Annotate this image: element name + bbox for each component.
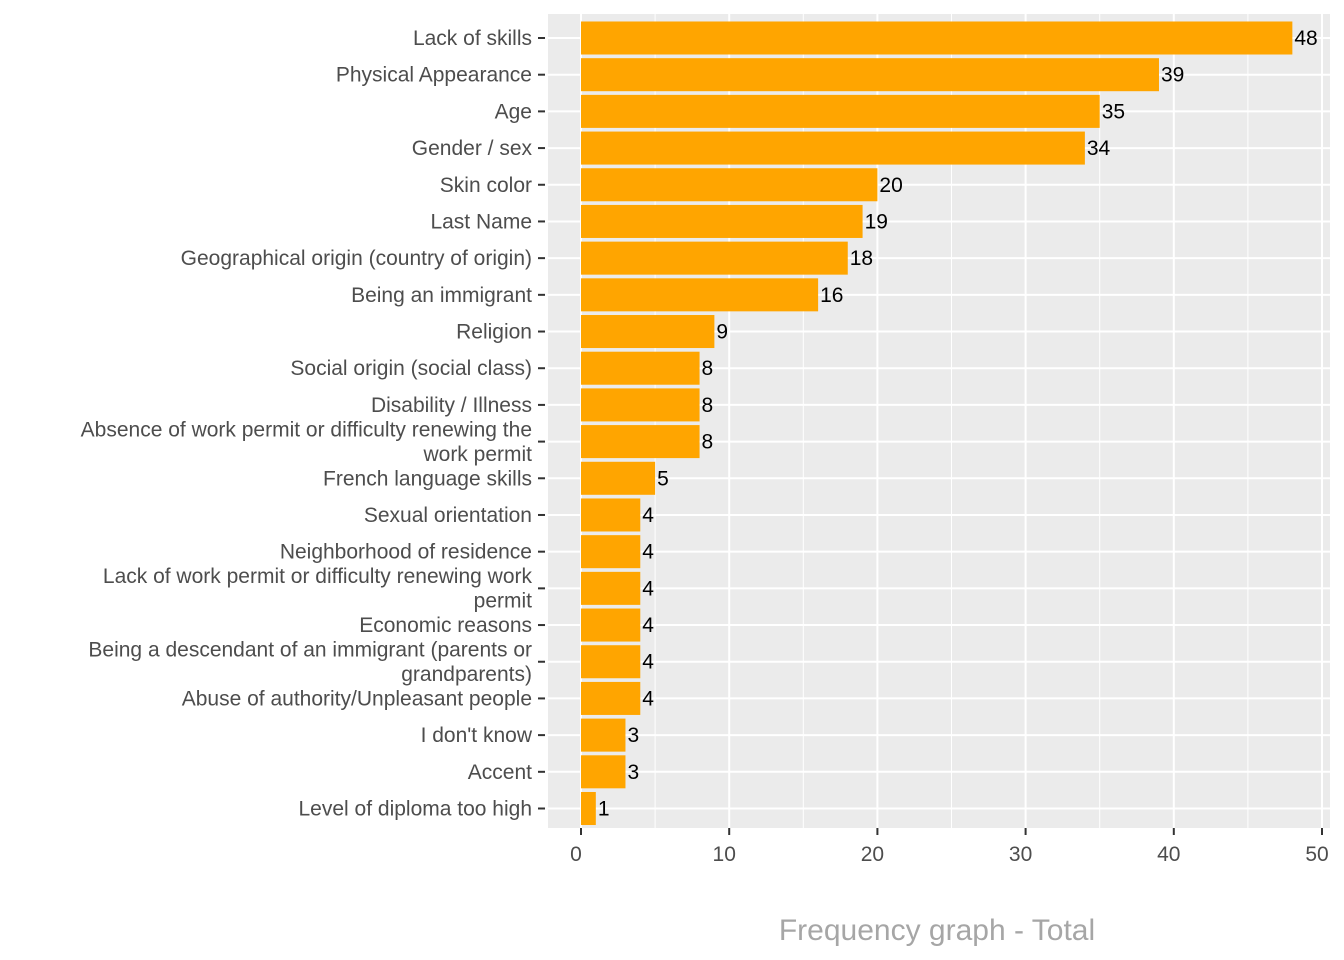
- y-tick-label-line: Lack of work permit or difficulty renewi…: [103, 565, 533, 588]
- y-tick-label: Lack of work permit or difficulty renewi…: [103, 565, 533, 613]
- data-label: 4: [642, 687, 654, 710]
- x-tick-label: 30: [1009, 843, 1032, 866]
- bar: [581, 278, 819, 312]
- bar: [581, 791, 596, 826]
- data-label: 4: [642, 504, 654, 527]
- bar: [581, 58, 1159, 92]
- y-tick-label: Age: [495, 100, 532, 123]
- y-tick-label: Economic reasons: [359, 614, 532, 637]
- data-label: 3: [627, 761, 639, 784]
- y-tick-label: Abuse of authority/Unpleasant people: [182, 687, 532, 710]
- y-tick-label: Last Name: [430, 210, 532, 233]
- y-tick-label: Social origin (social class): [290, 357, 532, 380]
- x-tick-label: 20: [861, 843, 884, 866]
- y-tick-label: Disability / Illness: [371, 394, 532, 417]
- y-tick-label: Accent: [468, 761, 532, 784]
- y-tick-label: Physical Appearance: [336, 64, 532, 87]
- y-tick-label: French language skills: [323, 467, 532, 490]
- data-label: 1: [598, 798, 610, 821]
- bar: [581, 461, 656, 495]
- y-tick-label: Gender / sex: [412, 137, 533, 160]
- bar: [581, 21, 1293, 55]
- y-tick-label: Neighborhood of residence: [280, 541, 532, 564]
- data-label: 5: [657, 467, 669, 490]
- data-label: 8: [702, 394, 714, 417]
- data-label: 4: [642, 651, 654, 674]
- x-axis-title: Frequency graph - Total: [779, 914, 1095, 947]
- data-label: 39: [1161, 64, 1184, 87]
- data-label: 8: [702, 431, 714, 454]
- bar: [581, 608, 641, 642]
- y-tick-label-line: Absence of work permit or difficulty ren…: [81, 418, 532, 441]
- bar: [581, 571, 641, 605]
- data-label: 19: [865, 210, 888, 233]
- y-tick-label: Being a descendant of an immigrant (pare…: [88, 638, 532, 686]
- bar: [581, 94, 1100, 128]
- bar: [581, 168, 878, 202]
- y-tick-label: Absence of work permit or difficulty ren…: [81, 418, 532, 466]
- x-tick-label: 50: [1305, 843, 1328, 866]
- y-tick-label: Geographical origin (country of origin): [181, 247, 532, 270]
- y-tick-label: I don't know: [421, 724, 533, 747]
- data-label: 18: [850, 247, 873, 270]
- data-label: 34: [1087, 137, 1111, 160]
- y-tick-label-line: grandparents): [401, 663, 532, 686]
- bar: [581, 131, 1085, 165]
- y-tick-label: Level of diploma too high: [299, 798, 533, 821]
- y-tick-label-line: permit: [474, 590, 533, 613]
- x-tick-label: 10: [713, 843, 736, 866]
- bars: [581, 21, 1293, 826]
- y-tick-label: Religion: [456, 321, 532, 344]
- bar: [581, 241, 848, 275]
- y-tick-label-line: work permit: [422, 443, 532, 466]
- bar: [581, 718, 626, 752]
- x-axis: 0 10 20 30 40 50: [570, 828, 1329, 866]
- bar: [581, 315, 715, 349]
- y-tick-label: Being an immigrant: [351, 284, 532, 307]
- bar: [581, 535, 641, 569]
- x-tick-label: 40: [1157, 843, 1180, 866]
- bar: [581, 204, 863, 238]
- data-label: 9: [716, 321, 728, 344]
- bar: [581, 425, 700, 459]
- x-tick-label: 0: [570, 843, 582, 866]
- y-axis: Lack of skills Physical Appearance Age Gend…: [81, 27, 545, 821]
- data-label: 4: [642, 577, 654, 600]
- y-tick-label: Lack of skills: [413, 27, 532, 50]
- bar: [581, 645, 641, 679]
- data-label: 4: [642, 614, 654, 637]
- data-label: 35: [1102, 100, 1125, 123]
- bar: [581, 498, 641, 532]
- data-label: 16: [820, 284, 843, 307]
- y-tick-label: Skin color: [440, 174, 532, 197]
- data-label: 4: [642, 541, 654, 564]
- bar: [581, 681, 641, 715]
- y-tick-label: Sexual orientation: [364, 504, 532, 527]
- data-label: 8: [702, 357, 714, 380]
- bar: [581, 755, 626, 789]
- bar: [581, 351, 700, 385]
- data-label: 20: [879, 174, 902, 197]
- y-tick-label-line: Being a descendant of an immigrant (pare…: [88, 638, 532, 661]
- bar: [581, 388, 700, 422]
- data-label: 48: [1294, 27, 1317, 50]
- data-label: 3: [627, 724, 639, 747]
